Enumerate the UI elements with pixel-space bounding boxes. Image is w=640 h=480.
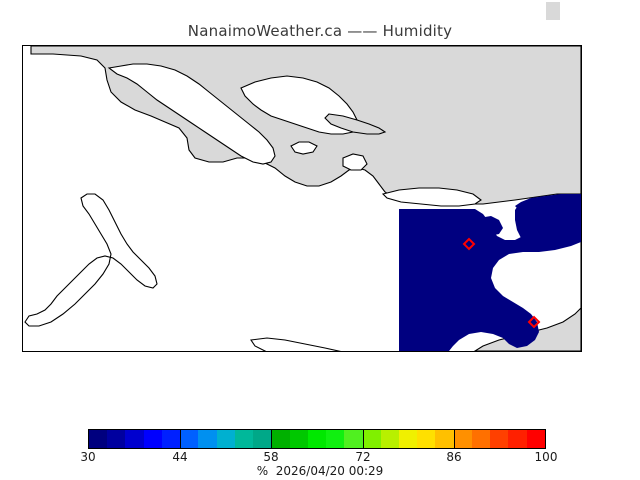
colorbar-band-17 [398,430,418,448]
colorbar-label-72: 72 [355,450,371,464]
channel-notch-b [342,153,368,171]
colorbar-tick-labels: 30 44 58 72 86 100 [80,450,557,464]
map-canvas[interactable] [23,46,581,351]
humidity-fill-east-arm [515,198,581,242]
station-marker-2-icon[interactable] [527,315,541,329]
colorbar-band-1 [107,430,126,448]
page-title: NanaimoWeather.ca —— Humidity [187,22,453,40]
island-west-long [24,193,158,327]
colorbar-band-22 [490,430,509,448]
colorbar-band-13 [326,430,345,448]
channel-notch-a [290,141,318,155]
colorbar-band-11 [289,430,308,448]
map-frame[interactable] [22,45,582,352]
colorbar-band-14 [344,430,363,448]
humidity-field-region [399,194,581,351]
colorbar-band-10 [271,430,290,448]
colorbar-band-20 [453,430,472,448]
colorbar-label-44: 44 [172,450,188,464]
colorbar-band-21 [471,430,491,448]
colorbar-band-19 [435,430,454,448]
colorbar-band-6 [198,430,217,448]
colorbar-band-0 [89,430,108,448]
colorbar-label-58: 58 [263,450,279,464]
colorbar-band-12 [307,430,327,448]
colorbar-band-15 [362,430,381,448]
island-south-long [250,337,342,351]
colorbar-band-7 [216,430,235,448]
humidity-fill-inner-bay [477,216,503,236]
colorbar-caption: % 2026/04/20 00:29 [256,464,384,478]
colorbar-label-30: 30 [80,450,96,464]
station-markers[interactable] [462,237,541,329]
sound-spit-land [324,113,387,135]
colorbar-band-9 [253,430,272,448]
colorbar-overflow-swatch [546,2,560,20]
colorbar-band-5 [180,430,199,448]
colorbar-gradient[interactable] [88,429,546,449]
station-marker-1-icon[interactable] [462,237,476,251]
colorbar-band-4 [161,430,181,448]
inlet-water-upper [107,63,276,165]
colorbar-label-86: 86 [446,450,462,464]
colorbar-band-3 [143,430,162,448]
colorbar-band-23 [508,430,527,448]
lagoon-water-midright [381,187,482,207]
colorbar-band-24 [526,430,545,448]
colorbar-band-16 [380,430,399,448]
colorbar[interactable] [88,429,546,449]
colorbar-label-100: 100 [534,450,558,464]
colorbar-band-8 [234,430,254,448]
colorbar-band-18 [417,430,436,448]
colorbar-band-2 [125,430,144,448]
